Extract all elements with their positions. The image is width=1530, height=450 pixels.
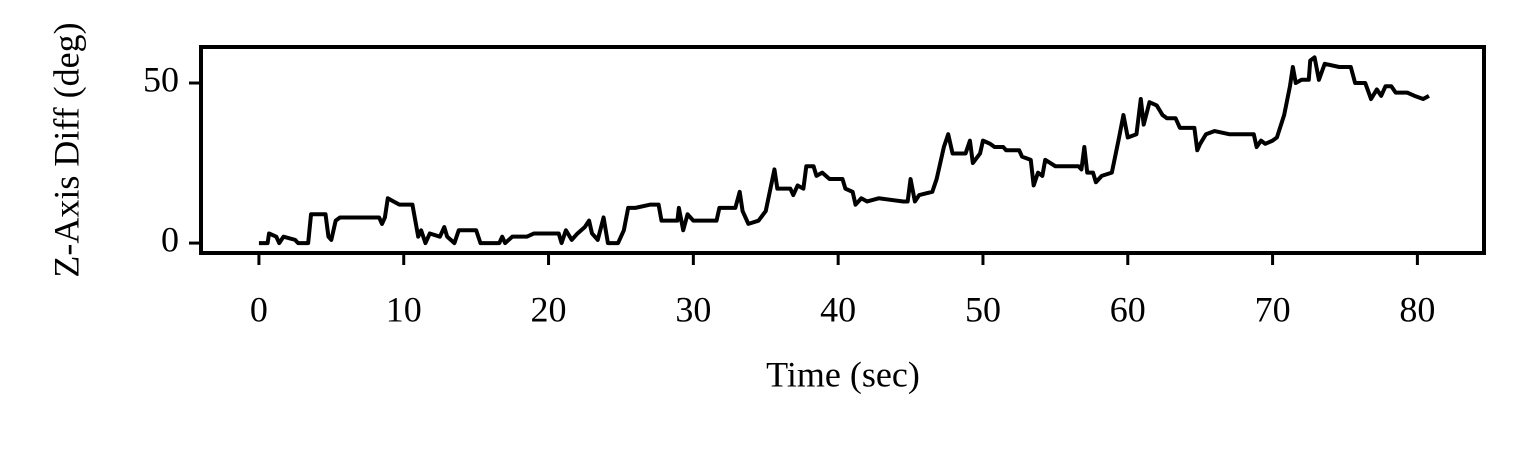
x-tick-label: 60 [1110,289,1146,329]
y-axis-label: Z-Axis Diff (deg) [46,22,86,277]
x-tick-label: 50 [965,289,1001,329]
y-tick-label: 50 [143,59,179,99]
x-tick-label: 0 [250,289,268,329]
data-line [258,55,1430,246]
x-tick-label: 80 [1399,289,1435,329]
x-tick-label: 20 [531,289,567,329]
x-axis-label: Time (sec) [766,354,920,394]
x-tick-label: 30 [675,289,711,329]
plot-frame [199,45,1486,255]
x-tick-label: 40 [820,289,856,329]
x-tick-label: 70 [1255,289,1291,329]
x-tick-label: 10 [386,289,422,329]
y-tick-label: 0 [161,219,179,259]
